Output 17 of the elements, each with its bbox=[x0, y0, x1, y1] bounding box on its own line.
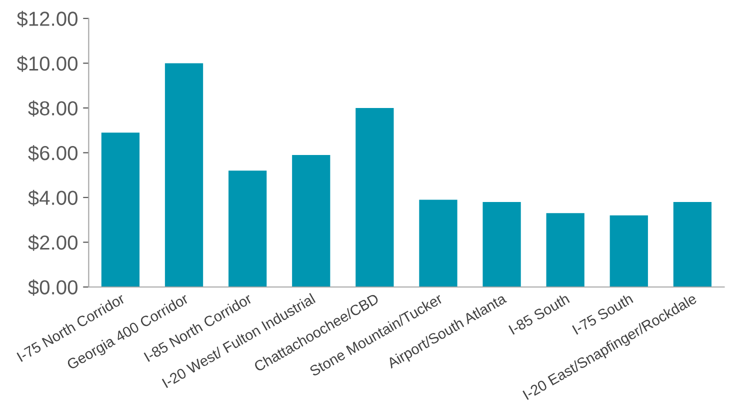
y-tick-label: $4.00 bbox=[28, 190, 78, 206]
bar bbox=[546, 213, 584, 287]
y-tick-label: $12.00 bbox=[16, 10, 78, 28]
bar bbox=[164, 63, 204, 287]
y-tick-label: $0.00 bbox=[28, 279, 78, 296]
bar bbox=[292, 154, 330, 287]
bar bbox=[356, 108, 394, 287]
y-tick-label: $6.00 bbox=[28, 145, 78, 162]
bar bbox=[482, 202, 521, 287]
bar bbox=[419, 200, 458, 287]
bar bbox=[610, 215, 648, 287]
y-tick-label: $10.00 bbox=[16, 56, 78, 72]
bar bbox=[228, 170, 267, 287]
y-tick-label: $2.00 bbox=[28, 234, 78, 251]
bar bbox=[101, 132, 140, 287]
y-tick-label: $8.00 bbox=[28, 100, 78, 117]
bar bbox=[673, 202, 712, 287]
